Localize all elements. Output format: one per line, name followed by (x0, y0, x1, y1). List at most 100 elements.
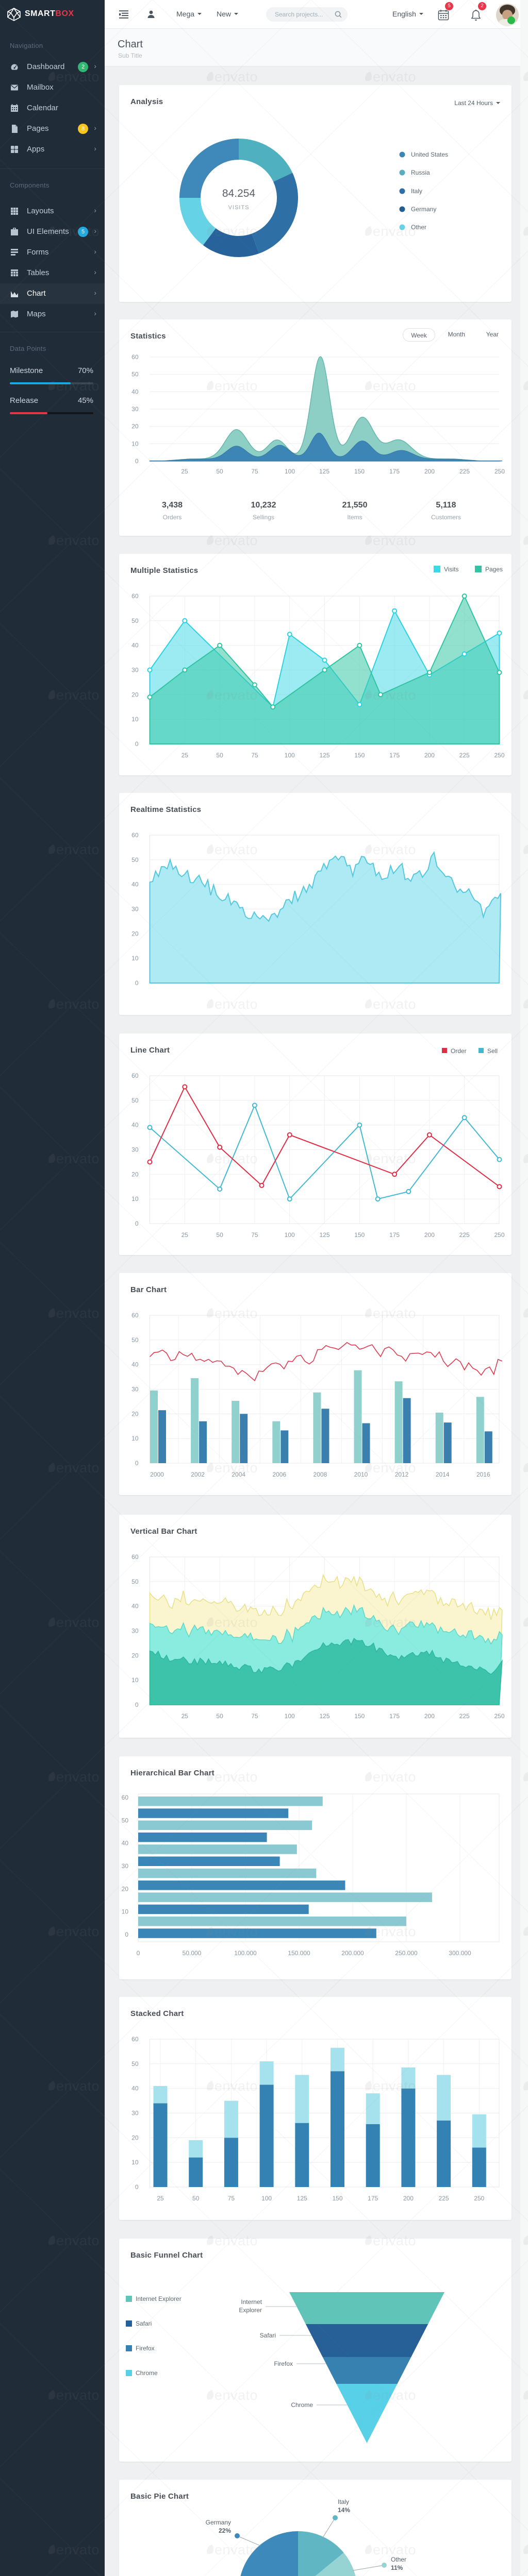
svg-text:200: 200 (424, 752, 435, 759)
svg-text:75: 75 (228, 2195, 235, 2202)
svg-text:40: 40 (131, 388, 139, 395)
svg-text:150.000: 150.000 (288, 1950, 310, 1957)
svg-text:50: 50 (216, 468, 223, 475)
svg-text:200: 200 (424, 1713, 435, 1720)
svg-text:100: 100 (285, 1713, 295, 1720)
svg-text:250.000: 250.000 (395, 1950, 418, 1957)
svg-text:2008: 2008 (314, 1471, 327, 1478)
svg-text:20: 20 (131, 1410, 139, 1417)
svg-text:Firefox: Firefox (136, 2345, 155, 2352)
svg-text:Internet Explorer: Internet Explorer (136, 2295, 182, 2302)
svg-text:30: 30 (131, 906, 139, 913)
svg-text:20: 20 (122, 1885, 129, 1892)
svg-text:60: 60 (131, 1553, 139, 1561)
svg-text:60: 60 (131, 2036, 139, 2043)
svg-text:60: 60 (131, 353, 139, 361)
svg-text:250: 250 (494, 1231, 504, 1239)
svg-text:150: 150 (354, 752, 365, 759)
svg-text:50: 50 (131, 371, 139, 378)
svg-text:2004: 2004 (232, 1471, 245, 1478)
svg-text:Other: Other (411, 224, 426, 231)
svg-text:20: 20 (131, 1652, 139, 1659)
svg-text:225: 225 (459, 752, 470, 759)
svg-text:25: 25 (182, 752, 189, 759)
svg-text:10: 10 (122, 1908, 129, 1916)
svg-text:25: 25 (182, 1231, 189, 1239)
svg-text:30: 30 (131, 667, 139, 674)
svg-text:2014: 2014 (436, 1471, 450, 1478)
svg-text:5,118: 5,118 (436, 501, 456, 510)
svg-text:0: 0 (125, 1931, 128, 1938)
svg-text:225: 225 (459, 1713, 470, 1720)
svg-text:150: 150 (354, 468, 365, 475)
svg-text:60: 60 (131, 1072, 139, 1079)
svg-text:25: 25 (157, 2195, 164, 2202)
svg-text:20: 20 (131, 2134, 139, 2141)
svg-text:Customers: Customers (431, 514, 461, 521)
svg-text:200: 200 (424, 1231, 435, 1239)
svg-text:225: 225 (439, 2195, 449, 2202)
svg-text:200: 200 (424, 468, 435, 475)
svg-text:175: 175 (368, 2195, 378, 2202)
svg-text:100: 100 (285, 1231, 295, 1239)
svg-text:Germany: Germany (411, 206, 436, 213)
svg-text:Italy: Italy (338, 2498, 349, 2505)
svg-text:250: 250 (494, 468, 505, 475)
svg-text:30: 30 (131, 1386, 139, 1393)
svg-text:2002: 2002 (191, 1471, 205, 1478)
svg-text:3,438: 3,438 (162, 501, 183, 510)
svg-text:50: 50 (131, 1578, 139, 1585)
svg-text:10: 10 (131, 716, 139, 723)
svg-text:VISITS: VISITS (228, 205, 250, 211)
svg-text:125: 125 (319, 468, 329, 475)
svg-text:60: 60 (131, 1312, 139, 1319)
svg-text:50: 50 (216, 1231, 223, 1239)
svg-text:50: 50 (131, 2060, 139, 2067)
svg-text:Sellings: Sellings (253, 514, 274, 521)
svg-text:Safari: Safari (136, 2320, 152, 2327)
svg-text:250: 250 (494, 1713, 504, 1720)
svg-text:0: 0 (135, 740, 139, 748)
svg-text:30: 30 (131, 1628, 139, 1635)
svg-text:Chrome: Chrome (136, 2369, 158, 2377)
svg-text:50: 50 (216, 1713, 223, 1720)
svg-text:175: 175 (389, 1713, 400, 1720)
svg-text:40: 40 (122, 1840, 129, 1847)
svg-text:Order: Order (451, 1047, 467, 1055)
svg-text:150: 150 (354, 1713, 365, 1720)
svg-text:0: 0 (137, 1950, 140, 1957)
svg-text:21,550: 21,550 (342, 501, 368, 510)
svg-text:0: 0 (135, 457, 139, 465)
svg-text:40: 40 (131, 2085, 139, 2092)
svg-text:Other: Other (391, 2556, 406, 2563)
svg-text:Explorer: Explorer (239, 2307, 262, 2314)
svg-text:30: 30 (131, 2110, 139, 2117)
svg-text:2000: 2000 (150, 1471, 164, 1478)
svg-text:150: 150 (332, 2195, 342, 2202)
svg-text:United States: United States (411, 151, 448, 158)
svg-text:11%: 11% (391, 2564, 403, 2571)
svg-text:75: 75 (251, 468, 258, 475)
svg-text:40: 40 (131, 1122, 139, 1129)
svg-text:10: 10 (131, 1676, 139, 1684)
svg-text:2010: 2010 (354, 1471, 368, 1478)
svg-text:100: 100 (285, 752, 295, 759)
svg-text:Italy: Italy (411, 188, 422, 195)
svg-text:Items: Items (347, 514, 362, 521)
svg-text:0: 0 (135, 1701, 139, 1708)
svg-text:50: 50 (131, 617, 139, 624)
svg-text:75: 75 (251, 1231, 258, 1239)
svg-text:10,232: 10,232 (251, 501, 276, 510)
svg-text:25: 25 (182, 1713, 189, 1720)
svg-text:Germany: Germany (206, 2519, 231, 2526)
svg-text:50: 50 (192, 2195, 200, 2202)
svg-text:40: 40 (131, 642, 139, 649)
svg-text:125: 125 (319, 1713, 329, 1720)
svg-text:50.000: 50.000 (183, 1950, 202, 1957)
svg-text:30: 30 (131, 1146, 139, 1154)
svg-text:250: 250 (494, 752, 504, 759)
svg-text:2016: 2016 (476, 1471, 490, 1478)
svg-text:40: 40 (131, 1361, 139, 1368)
svg-text:Orders: Orders (163, 514, 182, 521)
svg-text:100: 100 (261, 2195, 272, 2202)
